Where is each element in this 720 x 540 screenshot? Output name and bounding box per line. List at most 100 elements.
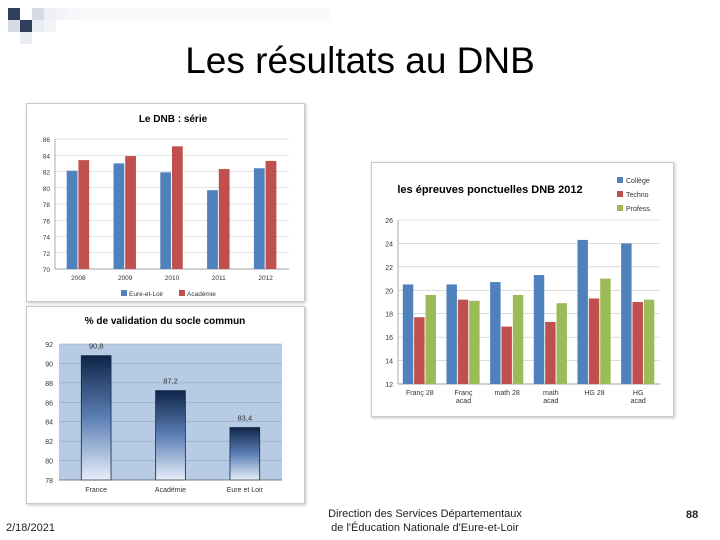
bar-techno (545, 321, 556, 384)
x-tick-label: 2009 (118, 275, 133, 282)
y-tick-label: 82 (45, 439, 53, 446)
x-tick-label: HG 28 (584, 390, 604, 397)
bar-acad-mie (265, 160, 277, 269)
bar-eure-et-loir (113, 163, 125, 269)
y-tick-label: 74 (43, 235, 51, 242)
y-tick-label: 26 (385, 218, 393, 225)
y-tick-label: 80 (45, 459, 53, 466)
y-tick-label: 20 (385, 288, 393, 295)
y-tick-label: 22 (385, 265, 393, 272)
bar-value (155, 390, 186, 481)
chart-socle-commun: % de validation du socle commun 78 80 82 84… (45, 316, 282, 494)
bar-coll-ge (402, 284, 414, 384)
y-tick-label: 86 (45, 400, 53, 407)
footer-line-2: de l'Éducation Nationale d'Eure-et-Loir (331, 522, 519, 534)
bar-coll-ge (533, 275, 545, 384)
legend-label: Collège (626, 178, 650, 185)
x-tick-label: HG (633, 390, 644, 397)
y-tick-label: 72 (43, 251, 51, 258)
bar-acad-mie (125, 156, 136, 269)
y-tick-label: 70 (43, 267, 51, 274)
chart-socle-panel: % de validation du socle commun 78 80 82 84… (26, 306, 305, 504)
footer-line-1: Direction des Services Départementaux (328, 508, 522, 520)
bar-profess- (425, 294, 436, 384)
y-tick-label: 18 (385, 312, 393, 319)
x-tick-label: Eure et Loir (227, 487, 264, 494)
decorative-squares (8, 8, 330, 44)
footer-organization: Direction des Services Départementaux de… (290, 507, 560, 535)
chart-title: % de validation du socle commun (85, 316, 246, 327)
x-tick-label: 2010 (165, 275, 180, 282)
legend-label: Techno (626, 192, 649, 199)
data-label: 83,4 (238, 414, 253, 423)
page-number: 88 (686, 509, 699, 521)
legend-swatch (121, 290, 127, 296)
y-tick-label: 84 (45, 420, 53, 427)
chart-title: Le DNB : série (139, 114, 208, 125)
y-tick-label: 14 (385, 359, 393, 366)
x-tick-label: acad (631, 398, 646, 405)
bar-techno (632, 302, 643, 384)
y-tick-label: 76 (43, 218, 51, 225)
x-tick-label: acad (456, 398, 471, 405)
data-label: 87,2 (163, 377, 178, 386)
y-tick-label: 78 (45, 478, 53, 485)
x-tick-label: acad (543, 398, 558, 405)
bar-acad-mie (172, 146, 183, 269)
bar-coll-ge (446, 284, 457, 384)
chart-epreuves-ponctuelles: les épreuves ponctuelles DNB 2012 12 14 16… (385, 177, 660, 405)
slide-title: Les résultats au DNB (185, 40, 535, 81)
bar-profess- (643, 299, 655, 384)
bar-profess- (469, 300, 480, 384)
bar-profess- (556, 303, 567, 384)
data-label: 90,8 (89, 342, 104, 351)
bar-coll-ge (621, 243, 632, 384)
y-tick-label: 92 (45, 342, 53, 349)
bar-value (229, 427, 261, 481)
x-tick-label: Académie (155, 487, 186, 494)
bar-techno (588, 298, 600, 384)
y-tick-label: 12 (385, 382, 393, 389)
legend-label: Profess. (626, 206, 652, 213)
x-tick-label: 2008 (71, 275, 86, 282)
bar-eure-et-loir (253, 168, 265, 269)
x-tick-label: math (543, 390, 559, 397)
bar-eure-et-loir (66, 170, 78, 269)
chart-dnb-serie-panel: Le DNB : série 70 72 74 76 78 80 82 84 86 2008 200… (26, 103, 305, 302)
y-tick-label: 88 (45, 381, 53, 388)
chart-epreuves-panel: les épreuves ponctuelles DNB 2012 12 14 16… (371, 162, 674, 417)
x-tick-label: Franç 28 (406, 390, 434, 397)
footer-date: 2/18/2021 (6, 522, 55, 534)
bar-profess- (512, 294, 524, 384)
bar-profess- (600, 278, 611, 384)
y-tick-label: 16 (385, 335, 393, 342)
bar-value (80, 355, 112, 481)
legend-label: Académie (187, 291, 216, 298)
x-tick-label: 2011 (212, 275, 226, 282)
x-tick-label: Franç (455, 390, 473, 397)
x-tick-label: math 28 (495, 390, 520, 397)
x-tick-label: 2012 (258, 275, 273, 282)
bar-coll-ge (577, 239, 588, 384)
legend-label: Eure-et-Loir (129, 291, 164, 298)
legend-swatch (617, 177, 623, 183)
legend-swatch (617, 191, 623, 197)
y-tick-label: 86 (43, 137, 51, 144)
bar-techno (501, 326, 512, 384)
y-tick-label: 82 (43, 170, 51, 177)
bar-techno (457, 299, 469, 384)
y-tick-label: 80 (43, 186, 51, 193)
bar-techno (414, 317, 425, 384)
y-tick-label: 90 (45, 361, 53, 368)
legend-swatch (179, 290, 185, 296)
bar-acad-mie (218, 169, 230, 269)
chart-title: les épreuves ponctuelles DNB 2012 (397, 184, 582, 196)
bar-acad-mie (78, 160, 90, 269)
y-tick-label: 78 (43, 202, 51, 209)
y-tick-label: 24 (385, 241, 393, 248)
x-tick-label: France (85, 487, 107, 494)
bar-eure-et-loir (207, 190, 218, 269)
bar-eure-et-loir (160, 172, 172, 269)
chart-dnb-serie: Le DNB : série 70 72 74 76 78 80 82 84 86 2008 200… (43, 114, 289, 298)
y-tick-label: 84 (43, 153, 51, 160)
